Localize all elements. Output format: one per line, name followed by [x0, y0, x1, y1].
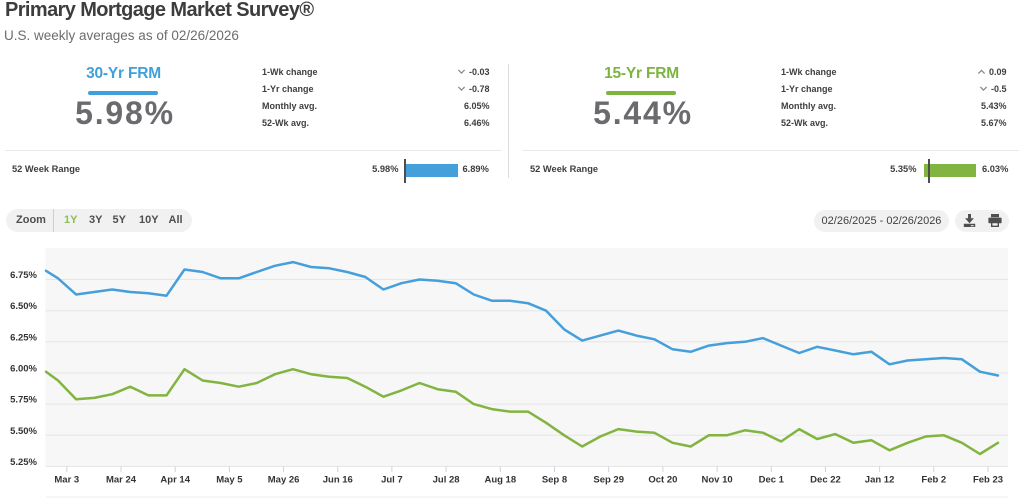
- svg-text:5.25%: 5.25%: [10, 457, 37, 468]
- svg-text:Mar 3: Mar 3: [54, 475, 79, 486]
- svg-text:5.75%: 5.75%: [10, 395, 37, 406]
- svg-text:Apr 14: Apr 14: [160, 475, 190, 486]
- svg-text:Dec 1: Dec 1: [759, 475, 785, 486]
- svg-text:May 5: May 5: [216, 475, 243, 486]
- svg-text:Mar 24: Mar 24: [106, 475, 137, 486]
- svg-text:Dec 22: Dec 22: [810, 475, 841, 486]
- svg-text:Aug 18: Aug 18: [484, 475, 516, 486]
- svg-text:Sep 29: Sep 29: [593, 475, 624, 486]
- svg-text:Jun 16: Jun 16: [323, 475, 353, 486]
- svg-text:May 26: May 26: [268, 475, 300, 486]
- svg-text:Jan 12: Jan 12: [865, 475, 895, 486]
- svg-text:6.25%: 6.25%: [10, 332, 37, 343]
- svg-text:Oct 20: Oct 20: [648, 475, 677, 486]
- svg-text:Jul 7: Jul 7: [381, 475, 403, 486]
- svg-text:Sep 8: Sep 8: [542, 475, 567, 486]
- svg-text:6.75%: 6.75%: [10, 270, 37, 281]
- svg-text:6.50%: 6.50%: [10, 301, 37, 312]
- svg-text:5.50%: 5.50%: [10, 426, 37, 437]
- svg-text:6.00%: 6.00%: [10, 364, 37, 375]
- svg-text:Feb 2: Feb 2: [921, 475, 946, 486]
- svg-text:Nov 10: Nov 10: [702, 475, 733, 486]
- svg-text:Feb 23: Feb 23: [973, 475, 1003, 486]
- svg-text:Jul 28: Jul 28: [433, 475, 460, 486]
